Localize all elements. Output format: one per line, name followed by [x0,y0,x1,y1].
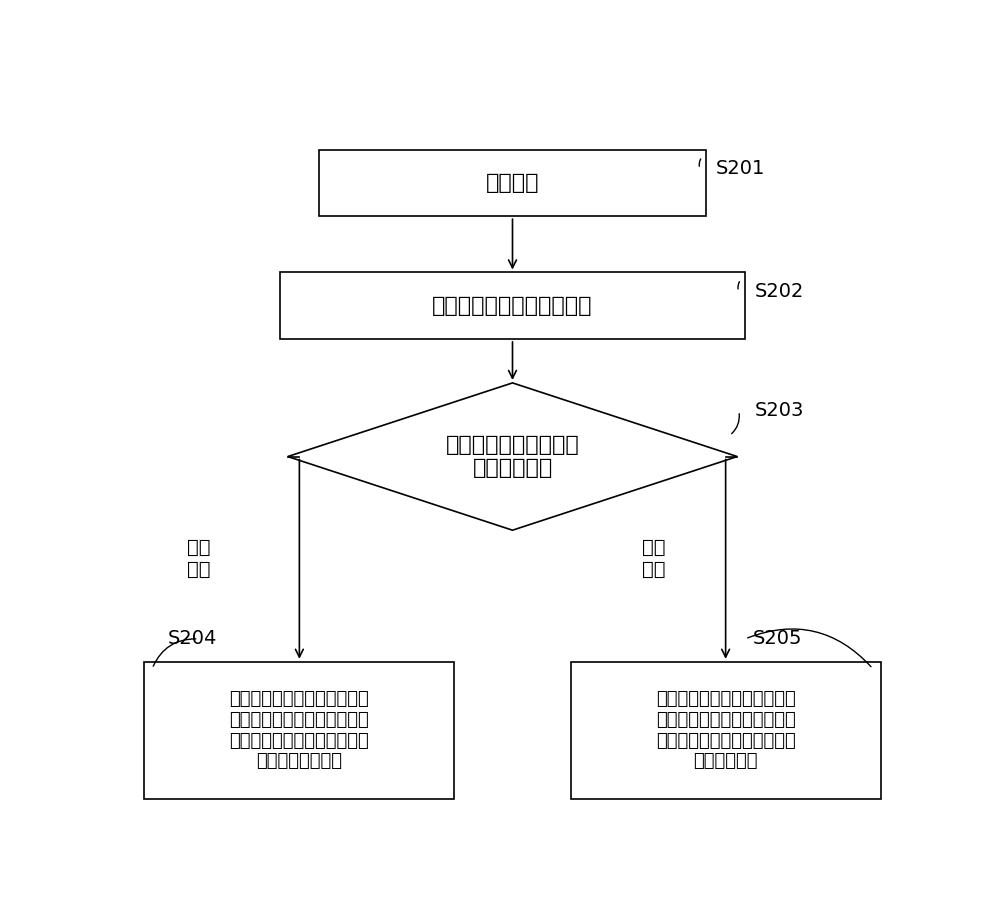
Text: S201: S201 [716,159,765,179]
Polygon shape [288,383,737,530]
Bar [144,661,454,799]
Bar [571,661,881,799]
Text: 建立通话: 建立通话 [486,173,539,193]
Bar [319,149,706,216]
Text: S202: S202 [754,282,804,302]
Text: 检测终端与人耳的贴合强度: 检测终端与人耳的贴合强度 [432,296,593,316]
Text: 增强接收到的通话的音量，并
根据贴合强度大小来确定音量
的增量，该增量随着贴合强度
的增大而增大: 增强接收到的通话的音量，并 根据贴合强度大小来确定音量 的增量，该增量随着贴合强… [656,690,796,771]
Text: 嘈杂
环境: 嘈杂 环境 [642,537,665,578]
Text: 判断当前处于安静环境
还是嘈杂环境: 判断当前处于安静环境 还是嘈杂环境 [446,435,579,478]
Text: 安静
环境: 安静 环境 [187,537,210,578]
Bar [280,272,745,339]
Text: 降低接收到的通话的音量，并
根据贴合强度大小来确定音量
的降低量，该降低量随着贴合
强度的增大而增大: 降低接收到的通话的音量，并 根据贴合强度大小来确定音量 的降低量，该降低量随着贴… [230,690,369,771]
Text: S205: S205 [753,630,802,649]
Text: S204: S204 [168,630,217,649]
Text: S203: S203 [754,402,804,421]
